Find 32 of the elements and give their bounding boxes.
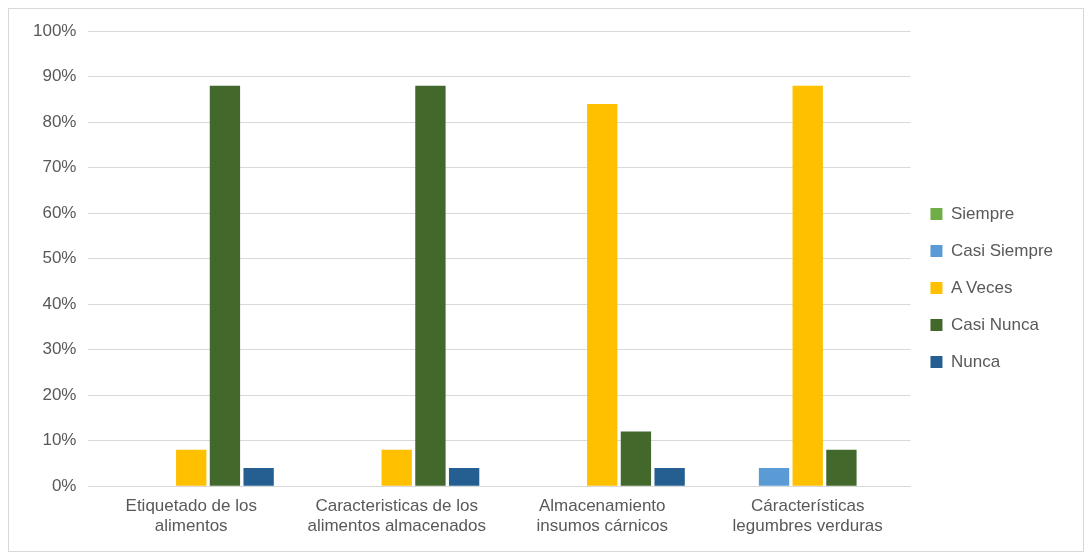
x-tick-label: Caracteristicas de los alimentos almacenados (307, 496, 487, 536)
y-tick-label: 100% (33, 20, 77, 40)
legend-label: Nunca (950, 351, 1001, 371)
x-tick-label: Almacenamiento insumos cárnicos (536, 496, 668, 536)
x-tick-label: Etiquetado de los alimentos (125, 496, 257, 536)
y-tick-label: 20% (42, 384, 77, 404)
y-tick-label: 30% (42, 339, 77, 359)
y-tick-label: 10% (42, 430, 77, 450)
legend-label: A Veces (950, 277, 1013, 297)
bar (758, 468, 790, 486)
bar (654, 468, 685, 486)
y-tick-label: 0% (51, 475, 77, 495)
legend-label: Casi Siempre (950, 240, 1054, 260)
y-tick-label: 80% (42, 111, 77, 131)
y-tick-label: 50% (42, 248, 77, 268)
bar (587, 104, 618, 486)
x-tick-label: Cáracterísticas legumbres verduras (732, 496, 883, 536)
y-tick-label: 40% (42, 293, 77, 313)
bar (620, 431, 652, 486)
bar (243, 468, 274, 486)
bar (176, 449, 207, 486)
legend-label: Casi Nunca (950, 314, 1040, 334)
y-tick-label: 90% (42, 66, 77, 86)
bar (381, 449, 412, 486)
bar (792, 85, 823, 486)
y-tick-label: 60% (42, 202, 77, 222)
bar (415, 85, 446, 486)
y-tick-label: 70% (42, 157, 77, 177)
bar (209, 85, 241, 486)
bar (448, 468, 480, 486)
bar (826, 449, 857, 486)
legend-label: Siempre (950, 203, 1015, 223)
